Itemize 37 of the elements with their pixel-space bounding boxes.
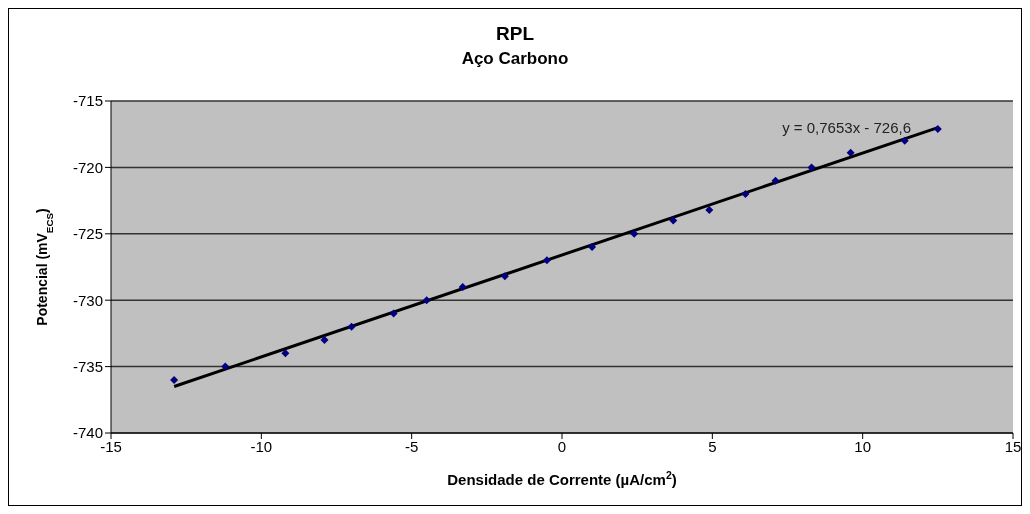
point [320,336,329,345]
chart-title: RPL [495,23,535,45]
point [705,205,714,214]
point [771,176,780,185]
x-tick-label: -10 [250,437,273,455]
point [347,322,356,331]
point [588,243,597,252]
point [281,349,290,358]
point [846,148,855,157]
point [500,272,509,281]
point [458,282,467,291]
x-tick-label: 15 [1004,437,1022,455]
y-tick-label: -720 [72,158,103,176]
point [630,229,639,238]
x-tick-label: -15 [100,437,122,455]
point [422,296,431,305]
x-tick-label: 10 [854,437,872,455]
x-tick-label: 0 [557,437,567,455]
annotation: y = 0,7653x - 726,6 [782,119,911,136]
x-axis-title: Densidade de Corrente (µA/cm$^{2}$) [447,469,677,488]
y-tick-label: -725 [72,225,103,243]
point [389,309,398,318]
x-tick-label: 5 [708,437,717,455]
point [170,375,179,384]
chart-subtitle: Aço Carbono [460,49,570,69]
x-tick-label: -5 [404,437,419,455]
y-tick-label: -735 [72,357,103,375]
point [741,189,750,198]
point [933,124,942,133]
point [807,163,816,172]
y-tick-label: -730 [72,291,103,309]
y-tick-label: -715 [72,92,103,110]
point [542,256,551,265]
point [900,136,909,145]
point [669,216,678,225]
point [221,362,230,371]
y-tick-label: -740 [72,424,103,442]
